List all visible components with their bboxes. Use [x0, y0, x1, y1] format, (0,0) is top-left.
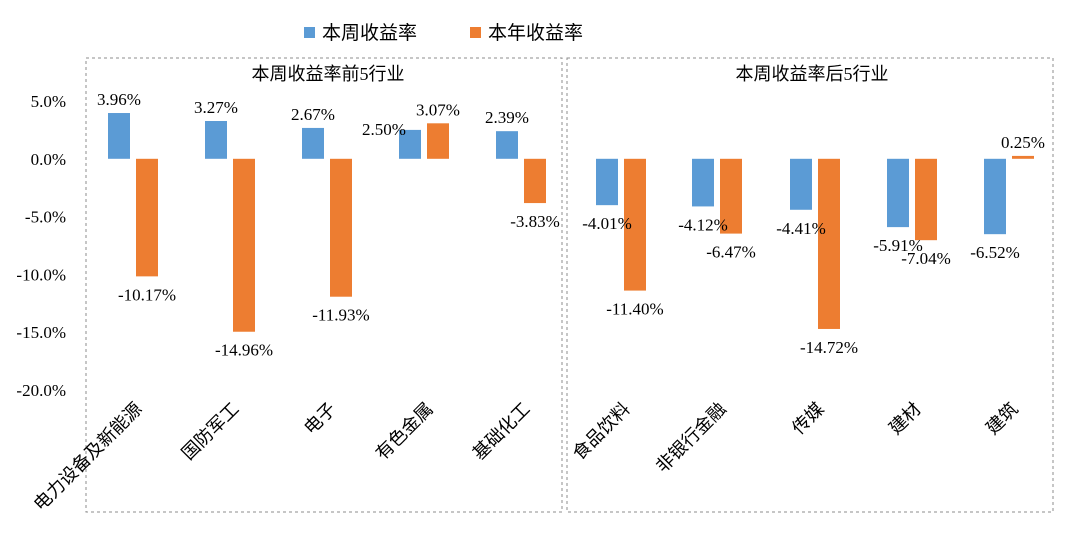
y-tick-label: 5.0%: [31, 92, 66, 111]
group-frame-0: [85, 57, 563, 513]
group-frame-1: [566, 57, 1054, 513]
data-label-weekly-5: -4.01%: [582, 214, 632, 233]
data-label-yearly-7: -14.72%: [800, 338, 858, 357]
bar-weekly-5: [596, 158, 618, 206]
bar-weekly-0: [108, 113, 130, 159]
y-axis: 5.0% 0.0% -5.0% -10.0% -15.0% -20.0%: [16, 92, 66, 400]
bar-yearly-0: [136, 158, 158, 277]
bars: [108, 113, 1034, 332]
bar-yearly-1: [233, 158, 255, 332]
category-label-5: 食品饮料: [569, 399, 634, 464]
data-label-yearly-3: 3.07%: [416, 100, 460, 119]
category-label-3: 有色金属: [372, 399, 437, 464]
bar-weekly-2: [302, 127, 324, 159]
data-label-weekly-0: 3.96%: [97, 90, 141, 109]
group-title-0: 本周收益率前5行业: [252, 64, 405, 84]
bar-weekly-6: [692, 158, 714, 207]
data-label-yearly-5: -11.40%: [606, 300, 663, 319]
category-label-6: 非银行金融: [652, 399, 730, 477]
data-label-yearly-4: -3.83%: [510, 212, 560, 231]
data-label-yearly-8: -7.04%: [901, 249, 951, 268]
legend-swatch-1: [470, 27, 481, 38]
y-tick-label: -20.0%: [16, 381, 66, 400]
data-label-weekly-8: -5.91%: [873, 236, 923, 255]
category-label-0: 电力设备及新能源: [30, 399, 146, 515]
y-tick-label: -10.0%: [16, 265, 66, 284]
legend-label-1: 本年收益率: [488, 22, 583, 44]
x-axis-categories: 电力设备及新能源 国防军工 电子 有色金属 基础化工 食品饮料 非银行金融 传媒 建材 建筑: [30, 399, 1022, 515]
data-label-weekly-9: -6.52%: [970, 243, 1020, 262]
bar-yearly-8: [915, 158, 937, 241]
category-label-7: 传媒: [788, 399, 828, 439]
bar-weekly-3: [399, 129, 421, 159]
category-label-9: 建筑: [982, 399, 1022, 439]
category-label-4: 基础化工: [469, 399, 534, 464]
data-label-weekly-3: 2.50%: [362, 120, 406, 139]
category-label-8: 建材: [885, 399, 925, 439]
data-label-yearly-6: -6.47%: [706, 243, 756, 262]
y-tick-label: 0.0%: [31, 150, 66, 169]
bar-yearly-5: [624, 158, 646, 291]
bar-weekly-1: [205, 120, 227, 159]
y-tick-label: -5.0%: [25, 208, 66, 227]
group-title-1: 本周收益率后5行业: [736, 64, 889, 84]
bar-weekly-9: [984, 158, 1006, 235]
data-label-weekly-7: -4.41%: [776, 219, 826, 238]
bar-yearly-6: [720, 158, 742, 234]
data-label-weekly-6: -4.12%: [678, 215, 728, 234]
bar-yearly-2: [330, 158, 352, 297]
group-frames: 本周收益率前5行业 本周收益率后5行业: [85, 57, 1054, 513]
data-label-weekly-2: 2.67%: [291, 105, 335, 124]
data-label-yearly-9: 0.25%: [1001, 133, 1045, 152]
y-tick-label: -15.0%: [16, 323, 66, 342]
bar-weekly-8: [887, 158, 909, 228]
category-label-2: 电子: [300, 399, 340, 439]
data-label-yearly-0: -10.17%: [118, 285, 176, 304]
legend-label-0: 本周收益率: [322, 22, 417, 44]
data-label-yearly-1: -14.96%: [215, 341, 273, 360]
category-label-1: 国防军工: [178, 399, 243, 464]
data-label-yearly-2: -11.93%: [312, 306, 369, 325]
bar-yearly-3: [427, 123, 449, 159]
legend-swatch-0: [304, 27, 315, 38]
data-labels: 3.96% 3.27% 2.67% 2.50% 2.39% -4.01% -4.12% -4.…: [97, 90, 1045, 360]
data-label-weekly-4: 2.39%: [485, 108, 529, 127]
bar-yearly-9: [1012, 155, 1034, 159]
data-label-weekly-1: 3.27%: [194, 98, 238, 117]
legend: 本周收益率 本年收益率: [304, 22, 583, 44]
bar-weekly-4: [496, 131, 518, 159]
bar-yearly-4: [524, 158, 546, 204]
bar-weekly-7: [790, 158, 812, 210]
bar-yearly-7: [818, 158, 840, 329]
